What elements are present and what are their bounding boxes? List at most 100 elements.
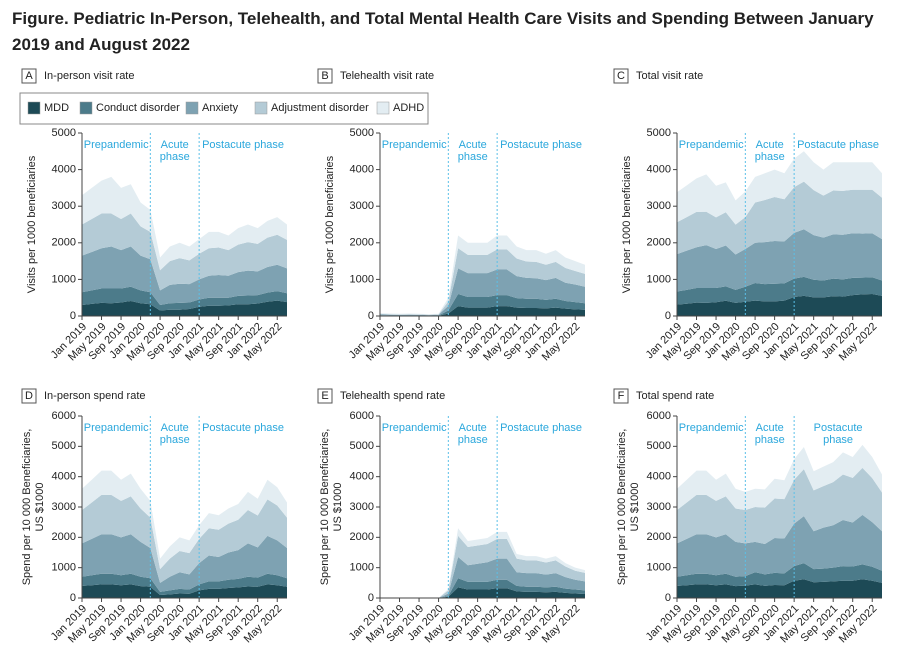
- area: [82, 494, 287, 583]
- y-tick-label: 2000: [52, 237, 76, 249]
- phase-label: Postacute phase: [500, 139, 582, 151]
- area: [677, 229, 882, 292]
- y-tick-label: 0: [368, 592, 374, 604]
- y-tick-label: 2000: [647, 237, 671, 249]
- phase-label: Postacute phase: [797, 139, 879, 151]
- area: [82, 470, 287, 570]
- panel-letter: A: [25, 70, 33, 82]
- y-tick-label: 4000: [52, 471, 76, 483]
- area: [82, 534, 287, 592]
- phase-label: Acute: [161, 422, 189, 434]
- area: [380, 248, 585, 316]
- y-tick-label: 1000: [350, 273, 374, 285]
- area: [82, 584, 287, 598]
- area: [380, 587, 585, 598]
- legend-label: ADHD: [393, 102, 424, 114]
- area: [677, 467, 882, 545]
- area: [677, 444, 882, 511]
- panel-title: Telehealth spend rate: [340, 390, 445, 402]
- y-tick-label: 1000: [647, 273, 671, 285]
- legend-swatch: [376, 101, 390, 115]
- panel-letter-box: [21, 68, 37, 84]
- legend-swatch: [27, 101, 41, 115]
- panel-letter: F: [618, 390, 625, 402]
- y-axis-label: Spend per 10 000 Beneficiaries,: [616, 429, 628, 586]
- y-axis-label: Visits per 1000 beneficiaries: [26, 155, 38, 293]
- area: [82, 573, 287, 595]
- panel-title: In-person visit rate: [44, 70, 134, 82]
- phase-label: Postacute phase: [500, 422, 582, 434]
- y-axis-label: Visits per 1000 beneficiaries: [621, 155, 633, 293]
- area: [677, 276, 882, 305]
- phase-label: phase: [755, 151, 785, 163]
- phase-label: Prepandemic: [84, 139, 149, 151]
- y-tick-label: 0: [368, 310, 374, 322]
- phase-label: Postacute phase: [202, 139, 284, 151]
- y-tick-label: 1000: [350, 562, 374, 574]
- phase-label: phase: [458, 151, 488, 163]
- phase-label: phase: [755, 434, 785, 446]
- y-tick-label: 3000: [350, 200, 374, 212]
- area: [380, 294, 585, 316]
- phase-label: Postacute: [814, 422, 863, 434]
- panel-letter-box: [317, 388, 333, 404]
- area: [380, 268, 585, 316]
- panel-letter: D: [25, 390, 33, 402]
- legend-swatch: [79, 101, 93, 115]
- phase-label: Acute: [459, 422, 487, 434]
- panel-letter-box: [21, 388, 37, 404]
- panel-letter-box: [317, 68, 333, 84]
- area: [380, 578, 585, 598]
- figure-title: Figure. Pediatric In-Person, Telehealth,…: [12, 9, 874, 54]
- y-axis-label: US $1000: [629, 483, 641, 532]
- panel-letter-box: [613, 388, 629, 404]
- area: [380, 306, 585, 316]
- y-tick-label: 5000: [647, 440, 671, 452]
- panel-letter-box: [613, 68, 629, 84]
- y-tick-label: 4000: [647, 471, 671, 483]
- panel-title: Total visit rate: [636, 70, 703, 82]
- y-axis-label: Visits per 1000 beneficiaries: [324, 155, 336, 293]
- legend-label: Anxiety: [202, 102, 239, 114]
- area: [677, 563, 882, 587]
- y-tick-label: 5000: [52, 440, 76, 452]
- phase-label: phase: [458, 434, 488, 446]
- area: [380, 535, 585, 598]
- y-tick-label: 1000: [647, 562, 671, 574]
- phase-label: Prepandemic: [679, 139, 744, 151]
- area: [380, 235, 585, 315]
- y-tick-label: 0: [665, 592, 671, 604]
- y-tick-label: 4000: [647, 164, 671, 176]
- y-tick-label: 5000: [52, 127, 76, 139]
- area: [82, 300, 287, 316]
- y-tick-label: 4000: [350, 471, 374, 483]
- y-tick-label: 3000: [52, 200, 76, 212]
- y-tick-label: 6000: [350, 410, 374, 422]
- y-axis-label: Spend per 10 000 Beneficiaries,: [21, 429, 33, 586]
- panel-title: In-person spend rate: [44, 390, 146, 402]
- y-tick-label: 1000: [52, 273, 76, 285]
- phase-label: Prepandemic: [382, 139, 447, 151]
- y-tick-label: 3000: [647, 501, 671, 513]
- phase-label: Acute: [161, 139, 189, 151]
- y-tick-label: 4000: [52, 164, 76, 176]
- y-tick-label: 1000: [52, 562, 76, 574]
- y-tick-label: 5000: [350, 440, 374, 452]
- y-tick-label: 5000: [647, 127, 671, 139]
- area: [677, 294, 882, 316]
- area: [82, 213, 287, 291]
- y-tick-label: 2000: [647, 531, 671, 543]
- area: [82, 176, 287, 271]
- y-tick-label: 0: [665, 310, 671, 322]
- phase-label: Prepandemic: [679, 422, 744, 434]
- legend-label: MDD: [44, 102, 69, 114]
- area: [380, 557, 585, 598]
- y-tick-label: 0: [70, 592, 76, 604]
- phase-label: phase: [160, 434, 190, 446]
- phase-label: Acute: [756, 139, 784, 151]
- legend-swatch: [254, 101, 268, 115]
- phase-label: phase: [823, 434, 853, 446]
- y-tick-label: 6000: [52, 410, 76, 422]
- panel-title: Telehealth visit rate: [340, 70, 434, 82]
